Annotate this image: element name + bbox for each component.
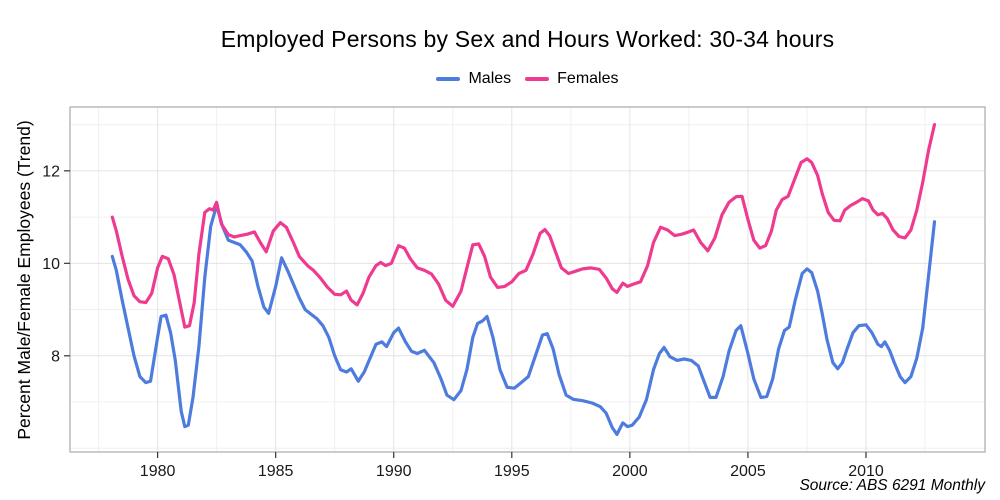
y-tick-labels: 8 10 12 [42, 163, 60, 365]
y-tick-label: 12 [42, 163, 60, 180]
y-tick-label: 10 [42, 256, 60, 273]
panel-border-rect [69, 106, 986, 453]
legend-label-females: Females [557, 70, 619, 87]
legend: Males Females [70, 70, 985, 88]
x-tick-label: 1995 [494, 463, 530, 480]
legend-label-males: Males [468, 70, 512, 87]
gridlines-major [70, 107, 985, 452]
y-tick-label: 8 [51, 348, 60, 365]
source-note: Source: ABS 6291 Monthly [799, 477, 985, 494]
x-tick-label: 2000 [612, 463, 648, 480]
x-tick-label: 1990 [376, 463, 412, 480]
panel-border [69, 106, 986, 453]
gridlines-minor [70, 107, 985, 452]
series-lines [110, 122, 937, 436]
legend-item-males: Males [436, 70, 511, 88]
legend-item-females: Females [525, 70, 619, 88]
x-tick-label: 2010 [848, 463, 884, 480]
chart-title: Employed Persons by Sex and Hours Worked… [220, 26, 835, 52]
males-line [110, 203, 937, 436]
x-tick-label: 1980 [140, 463, 176, 480]
x-tick-labels: 1980 1985 1990 1995 2000 2005 2010 [140, 463, 884, 480]
females-line-swatch [525, 77, 550, 81]
males-line-swatch [436, 77, 461, 81]
axis-ticks [64, 170, 867, 458]
x-tick-label: 2005 [730, 463, 766, 480]
females-line [110, 122, 937, 329]
x-tick-label: 1985 [258, 463, 294, 480]
